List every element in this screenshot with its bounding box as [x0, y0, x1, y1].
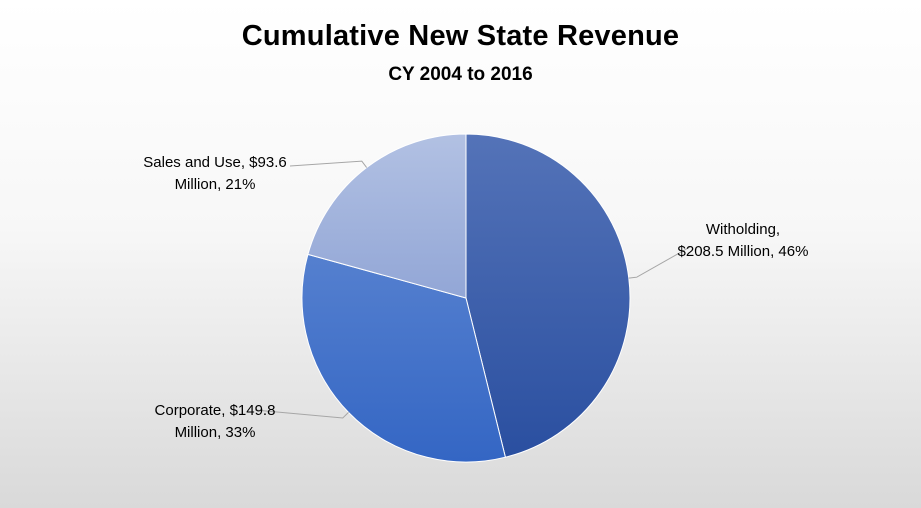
chart-subtitle: CY 2004 to 2016 — [388, 64, 533, 85]
slice-label-line: Million, 33% — [174, 424, 256, 441]
leader-line — [254, 409, 349, 419]
slice-label-line: Million, 21% — [174, 176, 256, 193]
slice-label-sales-and-use: Sales and Use, $93.6 Million, 21% — [120, 152, 310, 196]
slice-label-line: Witholding, — [705, 221, 781, 238]
pie-slice-sales-and-use — [307, 133, 467, 299]
pie-slice-witholding — [465, 133, 631, 458]
slice-label-line: Sales and Use, $93.6 — [143, 154, 287, 171]
slice-label-corporate: Corporate, $149.8 Million, 33% — [120, 400, 310, 444]
leader-line — [628, 246, 691, 279]
slice-label-line: $208.5 Million, 46% — [677, 243, 809, 260]
leader-line — [289, 160, 368, 168]
slice-label-witholding: Witholding, $208.5 Million, 46% — [648, 219, 838, 263]
slice-label-line: Corporate, $149.8 — [154, 402, 276, 419]
chart-title: Cumulative New State Revenue — [241, 20, 680, 52]
pie-slice-corporate — [301, 253, 507, 463]
